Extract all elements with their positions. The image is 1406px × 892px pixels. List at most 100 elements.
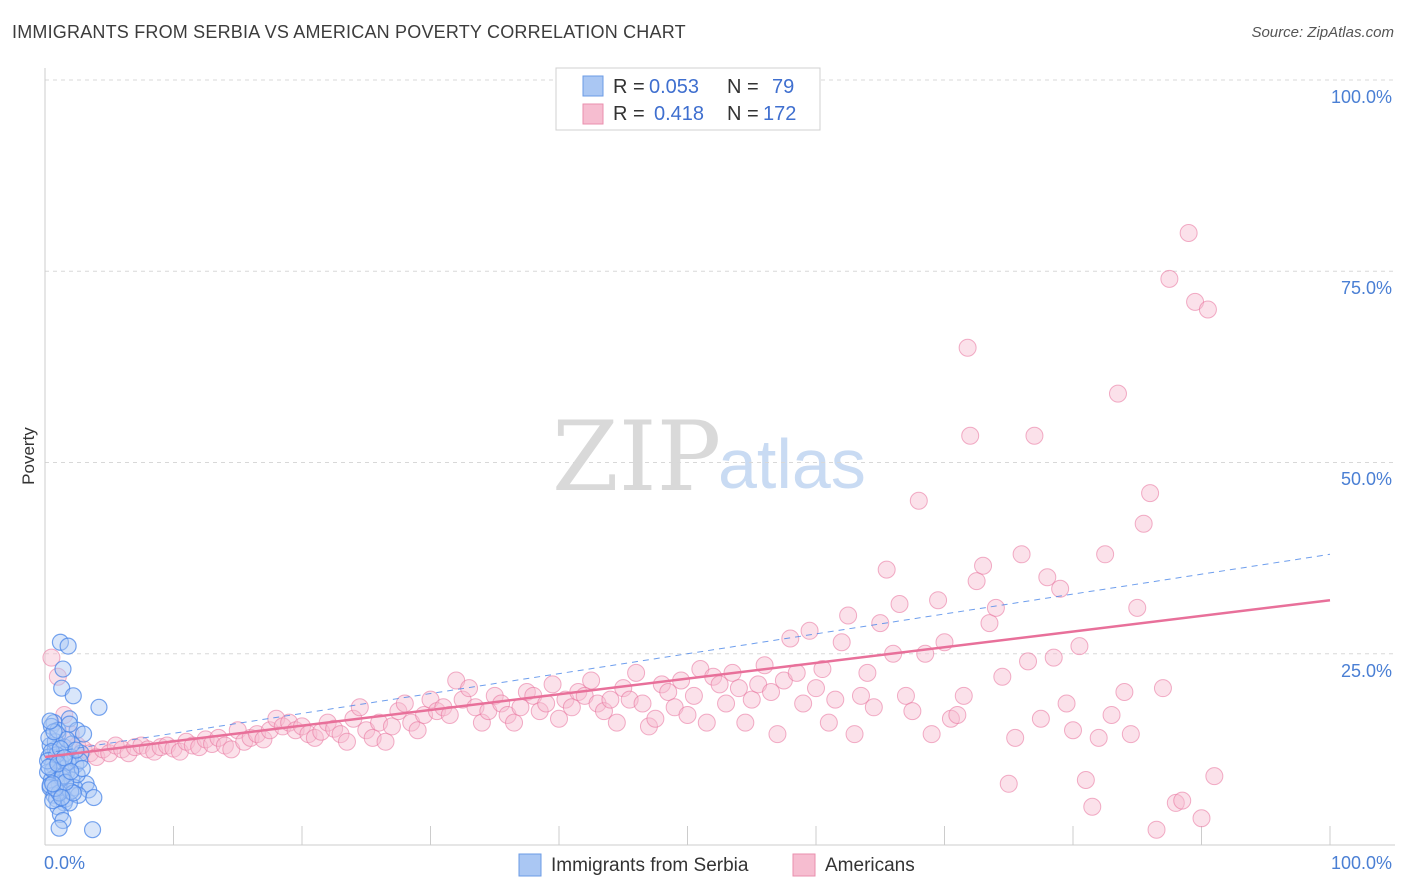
point-americans-79: [550, 709, 568, 728]
trend-line-serbia: [44, 553, 1331, 754]
point-americans-145: [974, 556, 993, 575]
legend-r-label-2: R =: [613, 103, 645, 125]
x-tick-label-100: 100.0%: [1331, 853, 1392, 873]
point-americans-171: [1141, 484, 1160, 503]
point-americans-176: [1173, 791, 1192, 810]
point-americans-57: [408, 721, 427, 740]
y-tick-label-50: 50.0%: [1341, 469, 1392, 489]
legend-swatch-blue: [582, 75, 604, 97]
watermark-zip: ZIP: [552, 401, 721, 513]
point-serbia-70: [45, 723, 63, 741]
point-americans-142: [954, 686, 973, 705]
point-americans-180: [1198, 300, 1217, 319]
x-tick-label-0: 0.0%: [44, 853, 85, 873]
point-americans-48: [350, 698, 369, 717]
point-americans-150: [1006, 728, 1025, 747]
point-americans-72: [505, 713, 524, 732]
bottom-legend: Immigrants from Serbia Americans: [518, 853, 915, 877]
point-americans-120: [813, 660, 832, 679]
point-americans-102: [697, 713, 716, 732]
point-americans-135: [909, 491, 928, 510]
point-americans-156: [1044, 648, 1063, 667]
watermark: ZIP atlas: [552, 401, 866, 513]
point-americans-130: [877, 560, 896, 579]
point-americans-144: [967, 572, 986, 591]
point-serbia-65: [46, 779, 64, 797]
point-americans-161: [1076, 770, 1095, 789]
point-americans-154: [1031, 709, 1050, 728]
bottom-legend-swatch-americans: [792, 853, 816, 877]
bottom-legend-label-americans: Americans: [825, 855, 915, 876]
point-americans-173: [1153, 679, 1172, 698]
point-americans-141: [948, 705, 967, 724]
point-americans-76: [530, 702, 549, 721]
point-serbia-71: [60, 715, 79, 733]
point-americans-93: [639, 717, 658, 736]
point-americans-133: [896, 686, 915, 705]
point-americans-123: [832, 633, 851, 652]
point-americans-172: [1147, 820, 1166, 839]
point-americans-46: [337, 732, 356, 751]
point-americans-127: [858, 663, 877, 682]
point-americans-177: [1179, 224, 1198, 242]
point-americans-128: [864, 698, 883, 717]
point-americans-119: [807, 679, 825, 698]
legend-swatch-pink: [582, 103, 604, 125]
legend-n-value-2: 172: [763, 103, 796, 125]
legend-r-value-2: 0.418: [654, 103, 704, 125]
chart-title: IMMIGRANTS FROM SERBIA VS AMERICAN POVER…: [12, 22, 686, 42]
y-tick-label-25: 25.0%: [1341, 661, 1392, 681]
point-americans-153: [1025, 426, 1044, 445]
point-serbia-76: [44, 775, 62, 793]
point-americans-115: [781, 629, 800, 648]
point-americans-174: [1160, 269, 1179, 288]
legend-n-value-1: 79: [772, 76, 794, 98]
point-serbia-78: [62, 762, 80, 781]
point-serbia-45: [83, 821, 102, 839]
stats-legend: R = 0.053 N = 79 R = 0.418 N = 172: [555, 67, 821, 131]
point-americans-78: [543, 675, 562, 694]
point-americans-167: [1115, 683, 1134, 701]
point-americans-52: [376, 732, 395, 751]
point-americans-124: [839, 606, 858, 625]
point-americans-166: [1108, 384, 1127, 403]
trend-lines: [44, 553, 1331, 759]
bottom-legend-swatch-serbia: [518, 853, 542, 877]
point-americans-143: [961, 426, 980, 445]
point-americans-108: [736, 713, 755, 732]
point-americans-160: [1070, 637, 1089, 656]
bottom-legend-label-serbia: Immigrants from Serbia: [551, 855, 749, 876]
point-americans-122: [826, 690, 845, 709]
point-americans-149: [999, 774, 1018, 793]
point-americans-99: [678, 705, 697, 724]
point-americans-86: [594, 702, 613, 721]
point-americans-138: [929, 591, 948, 610]
gridlines: [45, 79, 1395, 655]
point-americans-92: [633, 694, 652, 713]
point-americans-147: [986, 598, 1005, 617]
point-americans-125: [845, 725, 864, 744]
point-americans-170: [1134, 514, 1153, 533]
point-americans-134: [903, 702, 922, 721]
point-americans-146: [980, 614, 999, 633]
point-americans-121: [819, 713, 838, 732]
point-americans-137: [922, 725, 941, 744]
point-serbia-1: [59, 637, 77, 655]
point-serbia-5: [90, 698, 108, 716]
point-americans-155: [1038, 568, 1057, 587]
series-immigrants-from-serbia: [38, 633, 108, 839]
series-americans: [42, 224, 1224, 839]
point-serbia-38: [85, 788, 103, 807]
point-americans-169: [1128, 598, 1147, 617]
trend-line-americans: [44, 598, 1331, 759]
point-americans-81: [562, 698, 581, 717]
point-americans-151: [1012, 545, 1031, 564]
point-americans-87: [601, 690, 620, 709]
x-ticks: [44, 826, 1331, 845]
point-americans-163: [1089, 728, 1108, 747]
point-americans-109: [742, 690, 761, 709]
watermark-atlas: atlas: [718, 425, 866, 503]
y-tick-label-100: 100.0%: [1331, 87, 1392, 107]
point-serbia-11: [74, 725, 93, 743]
